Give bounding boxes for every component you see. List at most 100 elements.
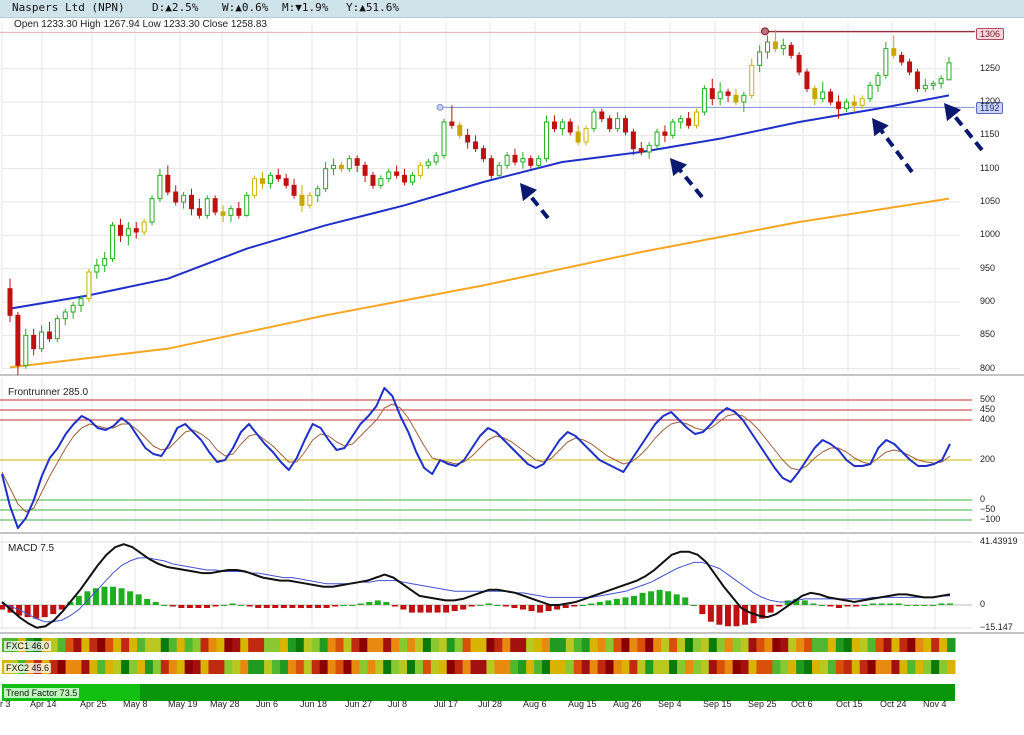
macd-histogram-bar bbox=[613, 598, 620, 605]
fxc1-cell bbox=[716, 638, 726, 652]
fxc2-cell bbox=[446, 660, 456, 674]
annotation-arrow bbox=[520, 183, 550, 220]
candle-body bbox=[86, 271, 92, 300]
price-panel bbox=[0, 27, 975, 376]
macd-histogram-bar bbox=[716, 604, 723, 625]
macd-histogram-bar bbox=[887, 603, 894, 605]
candle-body bbox=[875, 74, 881, 86]
macd-panel bbox=[0, 541, 972, 629]
trend-factor-cell bbox=[140, 684, 955, 701]
fxc1-cell bbox=[542, 638, 551, 652]
fxc2-cell bbox=[81, 660, 90, 674]
fxc1-cell bbox=[939, 638, 948, 652]
fxc1-cell bbox=[279, 638, 289, 652]
fxc1-cell bbox=[534, 638, 543, 652]
fxc1-cell bbox=[168, 638, 178, 652]
macd-histogram-bar bbox=[144, 598, 151, 605]
candle-body bbox=[7, 288, 13, 316]
fxc2-cell bbox=[692, 660, 702, 674]
fxc1-cell bbox=[335, 638, 344, 652]
macd-histogram-bar bbox=[315, 604, 321, 609]
candle-body bbox=[157, 174, 163, 200]
frontrunner-tick-label: 200 bbox=[980, 454, 996, 464]
arrow-shaft bbox=[877, 126, 914, 174]
fxc2-cell bbox=[430, 660, 440, 674]
fxc1-cell bbox=[931, 638, 940, 652]
fxc2-cell bbox=[883, 660, 892, 674]
fxc1-cell bbox=[399, 638, 408, 652]
fxc1-cell bbox=[947, 638, 956, 652]
candle-body bbox=[283, 178, 289, 186]
candle-body bbox=[394, 171, 400, 176]
fxc1-cell bbox=[549, 638, 559, 652]
arrow-head bbox=[670, 158, 688, 177]
fxc1-cell bbox=[645, 638, 654, 652]
fxc1-cell bbox=[470, 638, 479, 652]
fxc2-cell bbox=[152, 660, 162, 674]
fxc1-cell bbox=[454, 638, 464, 652]
fxc2-cell bbox=[875, 660, 885, 674]
candle-body bbox=[678, 118, 684, 123]
fxc2-cell bbox=[319, 660, 329, 674]
fxc2-cell bbox=[748, 660, 757, 674]
candle-body bbox=[181, 194, 187, 203]
fxc1-cell bbox=[526, 638, 535, 652]
macd-histogram-bar bbox=[221, 604, 228, 606]
arrow-head bbox=[520, 183, 538, 202]
fxc2-cell bbox=[637, 660, 646, 674]
grid bbox=[0, 22, 1024, 634]
fxc1-cell bbox=[867, 638, 877, 652]
fxc1-cell bbox=[256, 638, 265, 652]
fxc1-cell bbox=[407, 638, 416, 652]
macd-histogram-bar bbox=[186, 604, 193, 609]
candle-body bbox=[323, 168, 329, 190]
fxc1-cell bbox=[708, 638, 718, 652]
annotation-arrow bbox=[872, 118, 914, 174]
candle-body bbox=[370, 174, 376, 186]
fxc1-cell bbox=[859, 638, 869, 652]
date-tick-label: Sep 15 bbox=[703, 699, 732, 709]
macd-histogram-bar bbox=[801, 600, 808, 605]
fxc1-cell bbox=[422, 638, 432, 652]
candle-body bbox=[607, 118, 613, 130]
candle-body bbox=[686, 118, 692, 126]
macd-histogram-bar bbox=[50, 604, 57, 615]
fxc1-cell bbox=[367, 638, 376, 652]
fxc2-cell bbox=[113, 660, 122, 674]
candle-body bbox=[378, 178, 384, 186]
candle-body bbox=[62, 311, 68, 320]
fxc2-cell bbox=[542, 660, 551, 674]
fxc2-cell bbox=[272, 660, 281, 674]
fxc2-cell bbox=[851, 660, 861, 674]
fxc2-cell bbox=[137, 660, 146, 674]
macd-histogram-bar bbox=[921, 604, 928, 606]
fxc1-cell bbox=[923, 638, 932, 652]
candle-body bbox=[757, 51, 763, 66]
candle-body bbox=[252, 178, 258, 196]
fxc2-cell bbox=[629, 660, 638, 674]
fxc1-cell bbox=[192, 638, 202, 652]
fxc2-cell bbox=[470, 660, 479, 674]
macd-histogram-bar bbox=[605, 600, 612, 605]
price-tick-label: 1250 bbox=[980, 62, 1001, 73]
candle-body bbox=[820, 91, 826, 100]
macd-histogram-bar bbox=[494, 604, 501, 606]
date-tick-label: Oct 6 bbox=[791, 699, 813, 709]
macd-histogram-bar bbox=[426, 604, 433, 613]
candle-body bbox=[583, 128, 589, 143]
macd-histogram-bar bbox=[690, 604, 697, 606]
macd-histogram-bar bbox=[793, 598, 800, 605]
fxc1-cell bbox=[764, 638, 773, 652]
macd-histogram-bar bbox=[767, 604, 774, 613]
date-tick-label: Apr 14 bbox=[30, 699, 57, 709]
candle-body bbox=[599, 111, 605, 120]
candle-body bbox=[575, 131, 581, 143]
macd-histogram-bar bbox=[776, 604, 783, 607]
macd-histogram-bar bbox=[648, 591, 655, 605]
frontrunner-tick-label: 450 bbox=[980, 404, 996, 414]
fxc2-cell bbox=[176, 660, 186, 674]
frontrunner-tick-label: −50 bbox=[980, 504, 996, 514]
macd-histogram-bar bbox=[588, 603, 595, 605]
macd-histogram-bar bbox=[742, 604, 749, 625]
macd-label: MACD 7.5 bbox=[8, 543, 55, 554]
